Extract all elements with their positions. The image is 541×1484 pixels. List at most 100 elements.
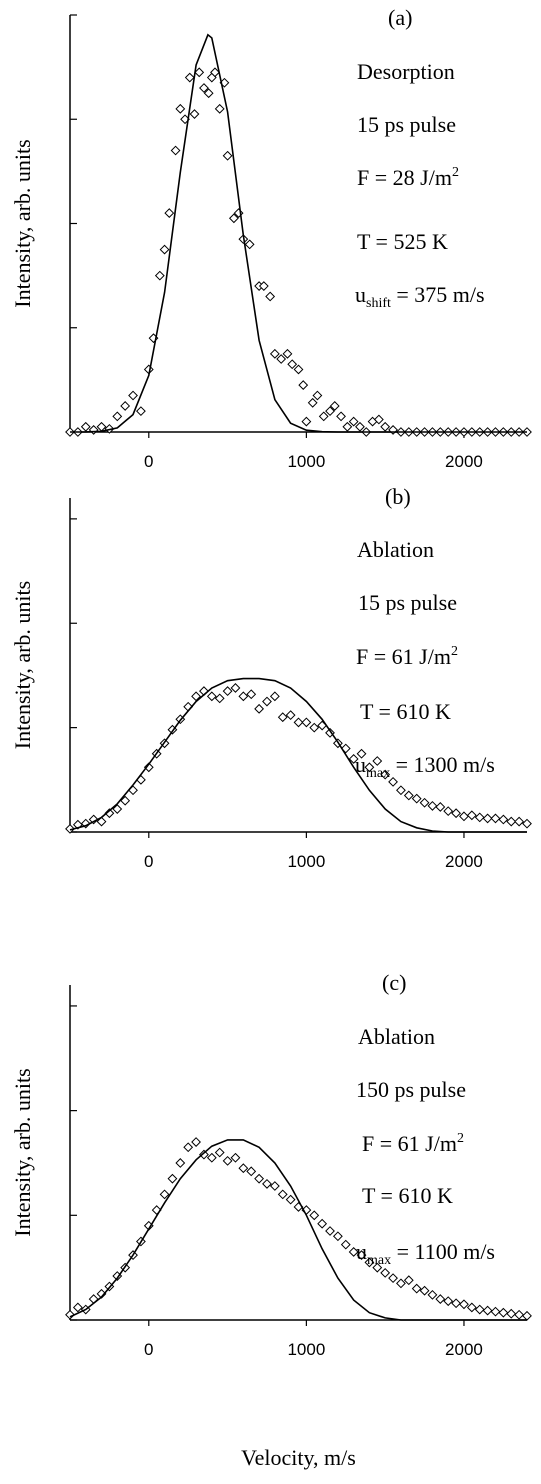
data-point — [80, 818, 91, 829]
annotation-part: = 1300 m/s — [390, 752, 495, 777]
data-point — [254, 703, 265, 714]
annotation: 150 ps pulse — [356, 1077, 466, 1102]
data-point — [112, 804, 123, 814]
annotation: T = 610 K — [362, 1183, 453, 1208]
x-tick-label: 0 — [144, 452, 153, 471]
data-point — [301, 717, 312, 728]
data-point — [143, 762, 154, 773]
data-point — [285, 710, 296, 721]
data-point — [435, 802, 446, 812]
annotation-part: Ablation — [358, 1024, 435, 1049]
x-tick-label: 2000 — [445, 852, 483, 871]
annotation: umax = 1300 m/s — [355, 752, 495, 781]
annotation-part: u — [356, 1239, 367, 1264]
annotation: Ablation — [358, 1024, 435, 1049]
annotation: (c) — [382, 970, 406, 995]
data-point — [96, 421, 107, 432]
data-point — [214, 103, 225, 114]
annotation-part: u — [355, 282, 366, 307]
data-point — [88, 425, 99, 435]
annotation-part: F = 61 J/m — [362, 1131, 457, 1156]
data-point — [348, 1247, 359, 1257]
x-tick-label: 1000 — [287, 452, 325, 471]
data-point — [388, 776, 398, 787]
data-point — [388, 1273, 398, 1284]
x-tick-label: 2000 — [445, 452, 483, 471]
data-point — [206, 691, 217, 702]
annotation-part: u — [355, 752, 366, 777]
x-tick-label: 0 — [144, 852, 153, 871]
data-point — [238, 1163, 249, 1174]
x-tick-label: 0 — [144, 1340, 153, 1359]
data-point — [282, 348, 293, 359]
fit-curve — [69, 677, 527, 833]
annotation-part: 2 — [452, 165, 459, 180]
data-point — [459, 811, 469, 822]
data-point — [175, 103, 186, 114]
data-point — [466, 810, 477, 821]
annotation-part: T = 610 K — [362, 1183, 453, 1208]
data-point — [411, 793, 422, 804]
data-point — [112, 411, 123, 422]
annotation: Ablation — [357, 537, 434, 562]
data-point — [214, 693, 225, 704]
data-point — [490, 1306, 501, 1317]
data-point — [277, 712, 288, 723]
data-point — [396, 1278, 406, 1289]
data-point — [228, 213, 239, 224]
data-point — [65, 823, 75, 834]
data-point — [254, 1173, 265, 1184]
annotation: Desorption — [357, 59, 455, 84]
data-point — [164, 208, 175, 218]
data-point — [427, 800, 438, 811]
data-point — [230, 683, 241, 693]
data-point — [506, 816, 517, 827]
annotation-part: T = 610 K — [360, 699, 451, 724]
annotation: F = 28 J/m2 — [357, 165, 459, 190]
data-point — [293, 364, 304, 375]
annotation-part: Desorption — [357, 59, 455, 84]
data-point — [199, 83, 209, 93]
annotation-part: (a) — [388, 5, 412, 30]
data-point — [269, 348, 280, 359]
data-point — [466, 1302, 477, 1313]
data-point — [364, 762, 375, 773]
data-point — [128, 390, 138, 401]
data-point — [380, 1267, 391, 1278]
data-point — [506, 1308, 517, 1319]
data-point — [65, 1309, 75, 1320]
data-point — [435, 1294, 446, 1304]
data-point — [167, 1173, 178, 1184]
annotation-part: = 1100 m/s — [391, 1239, 495, 1264]
annotation-part: (c) — [382, 970, 406, 995]
data-point — [287, 359, 298, 370]
x-tick-label: 1000 — [287, 852, 325, 871]
data-point — [244, 239, 255, 250]
data-point — [222, 150, 233, 161]
annotation-part: (b) — [385, 484, 411, 509]
data-point — [104, 808, 115, 819]
data-point — [451, 808, 461, 819]
y-axis-label: Intensity, arb. units — [10, 1068, 35, 1236]
data-point — [151, 1205, 162, 1215]
data-point — [443, 806, 454, 817]
data-point — [199, 1149, 209, 1160]
data-point — [136, 406, 146, 417]
annotation: F = 61 J/m2 — [362, 1131, 464, 1156]
data-point — [498, 814, 509, 825]
data-point — [373, 414, 384, 425]
data-point — [72, 1302, 83, 1313]
data-point — [262, 1179, 272, 1189]
data-point — [419, 797, 430, 808]
data-point — [317, 1218, 328, 1229]
data-point — [293, 717, 304, 728]
annotation-part: 2 — [451, 644, 458, 659]
data-point — [222, 686, 233, 697]
data-point — [206, 1152, 217, 1163]
fit-curve — [69, 1139, 527, 1321]
data-point — [396, 785, 406, 796]
data-point — [342, 421, 353, 432]
data-point — [301, 416, 312, 427]
fit-curve — [69, 33, 527, 433]
